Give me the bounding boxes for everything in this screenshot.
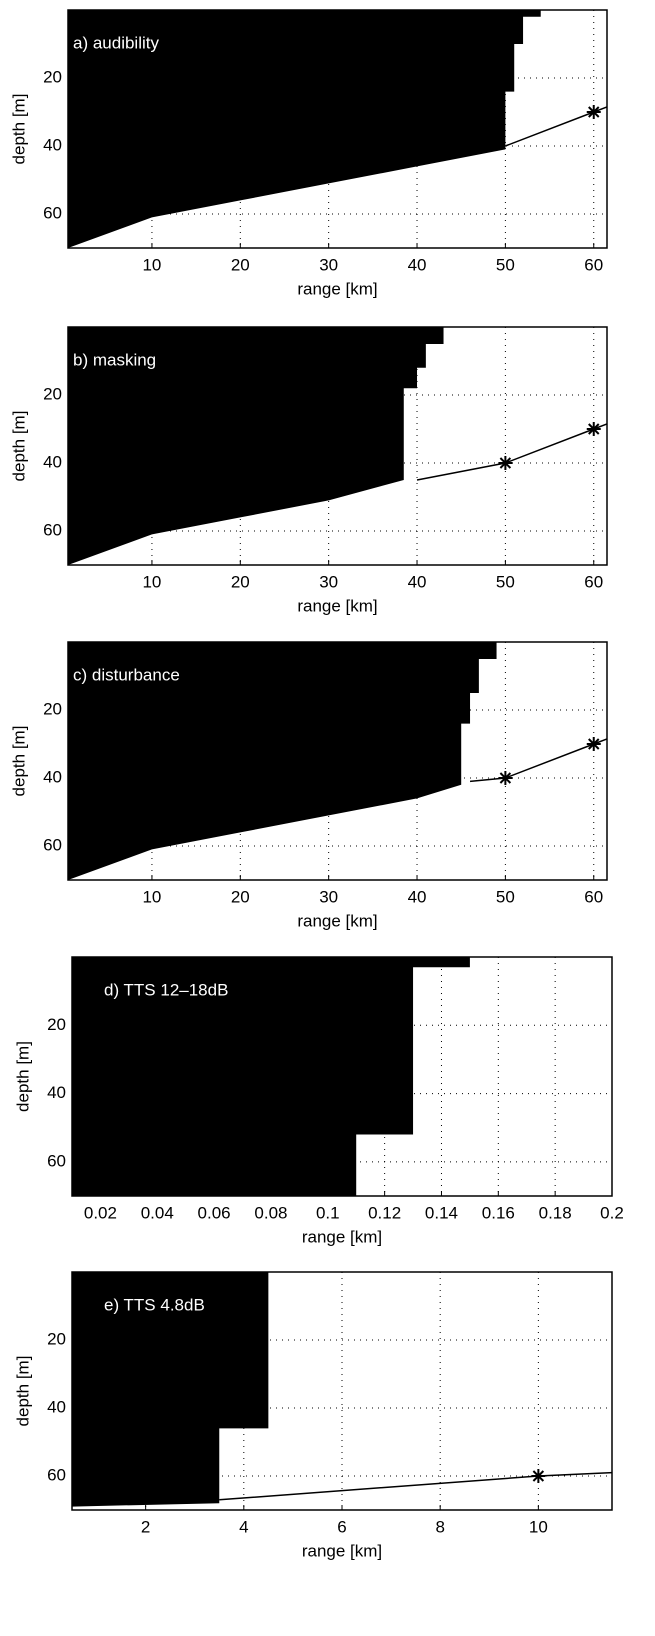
x-axis-label: range [km] xyxy=(297,596,377,615)
x-tick-label: 2 xyxy=(141,1517,150,1536)
y-tick-label: 20 xyxy=(47,1015,66,1034)
panel-label: e) TTS 4.8dB xyxy=(104,1295,205,1314)
axes-frame xyxy=(71,1271,613,1511)
y-axis-label: depth [m] xyxy=(9,94,28,165)
y-axis-label: depth [m] xyxy=(13,1356,32,1427)
x-tick-label: 0.04 xyxy=(141,1203,174,1222)
x-tick-label: 0.18 xyxy=(539,1203,572,1222)
axes-frame xyxy=(67,9,608,249)
panel-label: d) TTS 12–18dB xyxy=(104,980,228,999)
x-tick-label: 10 xyxy=(529,1517,548,1536)
x-tick-label: 40 xyxy=(408,255,427,274)
x-tick-label: 60 xyxy=(584,572,603,591)
region xyxy=(68,10,541,248)
y-tick-label: 40 xyxy=(43,452,62,471)
y-tick-label: 40 xyxy=(47,1083,66,1102)
y-axis-label: depth [m] xyxy=(9,411,28,482)
x-tick-label: 0.02 xyxy=(84,1203,117,1222)
x-tick-label: 0.14 xyxy=(425,1203,458,1222)
panel-label: c) disturbance xyxy=(73,665,180,684)
panel-label: b) masking xyxy=(73,350,156,369)
x-axis-label: range [km] xyxy=(302,1227,382,1246)
x-tick-label: 20 xyxy=(231,255,250,274)
x-axis-label: range [km] xyxy=(297,279,377,298)
x-tick-label: 0.08 xyxy=(254,1203,287,1222)
x-tick-label: 30 xyxy=(319,255,338,274)
y-tick-label: 60 xyxy=(47,1465,66,1484)
star-marker xyxy=(586,105,601,119)
x-tick-label: 0.12 xyxy=(368,1203,401,1222)
x-tick-label: 40 xyxy=(408,887,427,906)
x-tick-label: 10 xyxy=(142,887,161,906)
line xyxy=(416,423,608,481)
y-axis-label: depth [m] xyxy=(13,1041,32,1112)
star-marker xyxy=(586,422,601,436)
y-tick-label: 20 xyxy=(43,384,62,403)
x-tick-label: 8 xyxy=(435,1517,444,1536)
region xyxy=(68,642,497,880)
panel-label: a) audibility xyxy=(73,33,159,52)
line xyxy=(469,738,608,783)
x-tick-label: 50 xyxy=(496,572,515,591)
star-marker xyxy=(498,771,513,785)
x-tick-label: 50 xyxy=(496,887,515,906)
x-tick-label: 60 xyxy=(584,887,603,906)
y-tick-label: 40 xyxy=(47,1397,66,1416)
x-tick-label: 30 xyxy=(319,887,338,906)
axes-frame xyxy=(71,956,613,1197)
x-axis-label: range [km] xyxy=(297,911,377,930)
star-marker xyxy=(498,456,513,470)
x-tick-label: 6 xyxy=(337,1517,346,1536)
axes-frame xyxy=(67,326,608,566)
x-tick-label: 40 xyxy=(408,572,427,591)
x-tick-label: 50 xyxy=(496,255,515,274)
y-axis-label: depth [m] xyxy=(9,726,28,797)
y-tick-label: 60 xyxy=(43,203,62,222)
star-marker xyxy=(531,1469,546,1483)
x-tick-label: 4 xyxy=(239,1517,248,1536)
y-tick-label: 40 xyxy=(43,767,62,786)
region xyxy=(68,327,444,565)
region xyxy=(72,1272,269,1507)
axes-frame xyxy=(67,641,608,881)
y-tick-label: 60 xyxy=(47,1151,66,1170)
star-marker xyxy=(586,737,601,751)
y-tick-label: 40 xyxy=(43,135,62,154)
x-tick-label: 20 xyxy=(231,572,250,591)
x-tick-label: 0.06 xyxy=(198,1203,231,1222)
region xyxy=(72,957,470,1196)
x-tick-label: 60 xyxy=(584,255,603,274)
x-tick-label: 0.16 xyxy=(482,1203,515,1222)
x-tick-label: 10 xyxy=(142,255,161,274)
x-tick-label: 30 xyxy=(319,572,338,591)
x-tick-label: 20 xyxy=(231,887,250,906)
y-tick-label: 20 xyxy=(43,699,62,718)
y-tick-label: 60 xyxy=(43,520,62,539)
y-tick-label: 60 xyxy=(43,835,62,854)
x-axis-label: range [km] xyxy=(302,1541,382,1560)
x-tick-label: 0.2 xyxy=(600,1203,624,1222)
y-tick-label: 20 xyxy=(47,1329,66,1348)
x-tick-label: 0.1 xyxy=(316,1203,340,1222)
x-tick-label: 10 xyxy=(142,572,161,591)
y-tick-label: 20 xyxy=(43,67,62,86)
